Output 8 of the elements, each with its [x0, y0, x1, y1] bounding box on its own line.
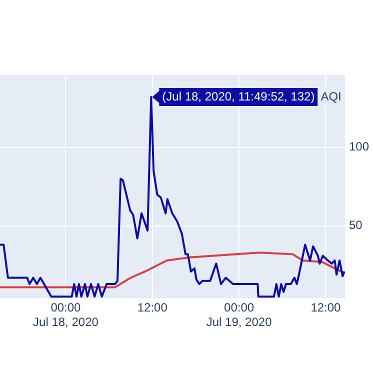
x-tick-label: 00:00 Jul 18, 2020	[33, 300, 99, 330]
y-tick-label: 50	[348, 218, 363, 232]
y-tick-label: 100	[348, 140, 370, 154]
x-tick-label: 00:00 Jul 19, 2020	[206, 300, 272, 330]
text: AQI	[320, 89, 342, 104]
x-tick-label: 12:00	[137, 300, 168, 315]
annotation: (Jul 18, 2020, 11:49:52, 132)	[162, 89, 315, 104]
x-tick-label: 12:00	[310, 300, 342, 315]
